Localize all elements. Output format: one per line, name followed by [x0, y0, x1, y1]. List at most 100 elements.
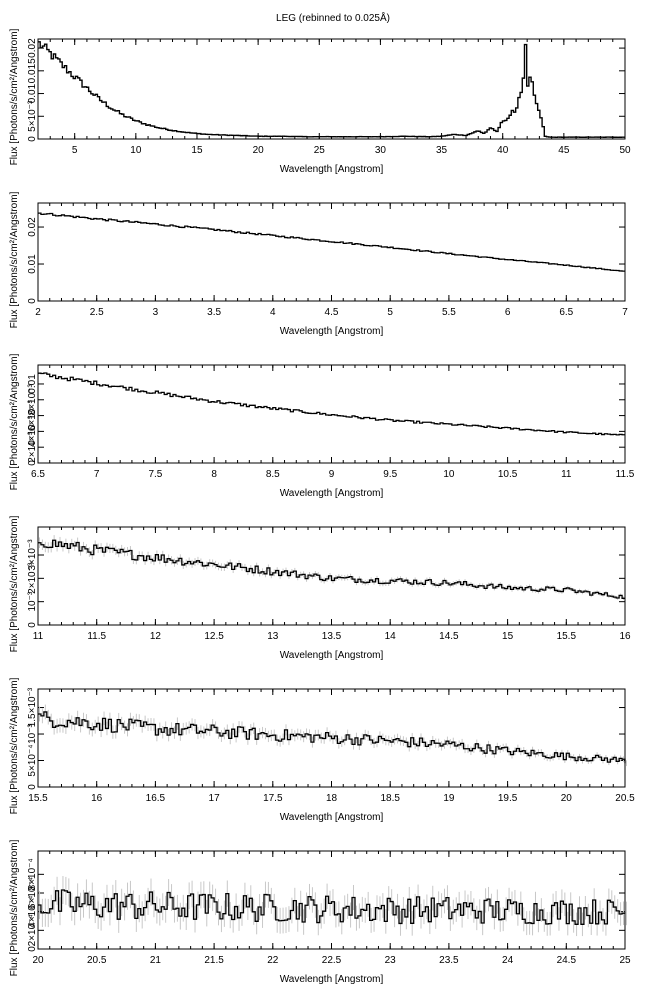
x-tick-label: 14 — [385, 631, 397, 642]
x-axis-label: Wavelength [Angstrom] — [280, 974, 384, 985]
x-tick-label: 22 — [267, 955, 279, 966]
y-tick-label: 2×10⁻³ — [27, 562, 38, 594]
x-tick-label: 45 — [558, 145, 570, 156]
x-tick-label: 23.5 — [439, 955, 459, 966]
y-tick-label: 4×10⁻³ — [27, 415, 38, 447]
y-tick-label: 0 — [27, 136, 38, 142]
x-tick-label: 12 — [150, 631, 162, 642]
x-axis-label: Wavelength [Angstrom] — [280, 164, 384, 175]
x-tick-label: 8 — [211, 469, 217, 480]
x-tick-label: 18 — [326, 793, 338, 804]
y-axis-label: Flux [Photons/s/cm²/Angstrom] — [9, 353, 20, 490]
x-tick-label: 24 — [502, 955, 514, 966]
figure-title: LEG (rebinned to 0.025Å) — [276, 11, 390, 24]
x-tick-label: 20 — [561, 793, 573, 804]
x-tick-label: 50 — [619, 145, 631, 156]
x-tick-label: 40 — [497, 145, 509, 156]
y-tick-label: 0 — [27, 946, 38, 952]
y-tick-label: 6×10⁻³ — [27, 399, 38, 431]
y-tick-label: 0.01 — [27, 83, 38, 103]
panels-container: 5 10 15 20 25 30 35 40 45 5005×10⁻³0.010.0150.02W… — [9, 28, 635, 985]
y-tick-label: 1.5×10⁻³ — [27, 687, 38, 727]
x-tick-label: 12.5 — [204, 631, 224, 642]
x-tick-label: 11 — [561, 469, 572, 480]
y-tick-label: 10⁻³ — [27, 723, 38, 743]
y-tick-label: 0.01 — [27, 254, 38, 274]
x-tick-label: 35 — [436, 145, 448, 156]
x-tick-label: 17.5 — [263, 793, 283, 804]
x-tick-label: 16.5 — [146, 793, 166, 804]
x-tick-label: 6.5 — [559, 307, 573, 318]
y-axis-label: Flux [Photons/s/cm²/Angstrom] — [9, 191, 20, 328]
x-tick-label: 3 — [153, 307, 159, 318]
y-tick-label: 0 — [27, 622, 38, 628]
x-tick-label: 7.5 — [148, 469, 162, 480]
flux-series — [38, 539, 625, 599]
panel-3: 6.5 7 7.5 8 8.5 9 9.5 10 10.5 11 11.5 02×10⁻³4×10⁻³… — [9, 353, 635, 499]
x-tick-label: 19.5 — [498, 793, 518, 804]
x-tick-label: 3.5 — [207, 307, 221, 318]
y-tick-label: 2×10⁻³ — [27, 431, 38, 463]
x-tick-label: 15.5 — [557, 631, 577, 642]
x-tick-label: 2 — [35, 307, 41, 318]
x-tick-label: 25 — [314, 145, 326, 156]
panel-5: 15.5 16 16.5 17 17.5 18 18.5 19 19.5 20 20.5 0 5×10⁻… — [9, 677, 635, 823]
x-tick-label: 15 — [502, 631, 514, 642]
x-tick-label: 5 — [387, 307, 393, 318]
plot-frame — [37, 38, 626, 140]
panel-6: 20 20.5 21 21.5 22 22.5 23 23.5 24 24.5 25 02×10⁻⁴4… — [9, 839, 631, 985]
x-tick-label: 6.5 — [31, 469, 45, 480]
flux-series — [38, 372, 625, 436]
panel-4: 11 11.5 12 12.5 13 13.5 14 14.5 15 15.5 16 0 10⁻³2×1… — [9, 515, 631, 661]
x-tick-label: 25 — [619, 955, 631, 966]
x-tick-label: 10 — [130, 145, 142, 156]
x-tick-label: 11.5 — [87, 631, 106, 642]
y-tick-label: 0.015 — [27, 58, 38, 83]
y-tick-label: 0.01 — [27, 374, 38, 394]
flux-series — [38, 711, 626, 764]
x-tick-label: 15 — [191, 145, 203, 156]
x-tick-label: 14.5 — [439, 631, 459, 642]
x-axis-label: Wavelength [Angstrom] — [280, 650, 384, 661]
x-tick-label: 21 — [150, 955, 162, 966]
x-tick-label: 19 — [443, 793, 455, 804]
x-tick-label: 17 — [209, 793, 221, 804]
x-tick-label: 18.5 — [380, 793, 400, 804]
x-tick-label: 23 — [385, 955, 397, 966]
x-tick-label: 20 — [32, 955, 44, 966]
flux-series — [38, 212, 625, 272]
x-tick-label: 20.5 — [615, 793, 635, 804]
y-tick-label: 0 — [27, 784, 38, 790]
x-tick-label: 16 — [91, 793, 103, 804]
x-tick-label: 10.5 — [498, 469, 518, 480]
y-axis-label: Flux [Photons/s/cm²/Angstrom] — [9, 515, 20, 652]
x-tick-label: 8.5 — [266, 469, 280, 480]
y-tick-label: 6×10⁻⁴ — [27, 877, 38, 909]
y-tick-label: 2×10⁻⁴ — [27, 914, 38, 946]
y-tick-label: 0 — [27, 298, 38, 304]
x-tick-label: 7 — [622, 307, 628, 318]
y-tick-label: 5×10⁻⁴ — [27, 744, 38, 776]
y-tick-label: 10⁻³ — [27, 591, 38, 611]
y-tick-label: 0 — [27, 460, 38, 466]
x-tick-label: 20.5 — [87, 955, 107, 966]
y-tick-label: 8×10⁻⁴ — [27, 858, 38, 890]
x-tick-label: 11 — [33, 631, 44, 642]
x-axis-label: Wavelength [Angstrom] — [280, 488, 384, 499]
y-tick-label: 0.02 — [27, 38, 38, 58]
flux-series — [38, 41, 625, 138]
x-tick-label: 16 — [619, 631, 631, 642]
x-tick-label: 11.5 — [616, 469, 635, 480]
x-tick-label: 5.5 — [442, 307, 456, 318]
y-axis-label: Flux [Photons/s/cm²/Angstrom] — [9, 677, 20, 814]
x-tick-label: 6 — [505, 307, 511, 318]
x-tick-label: 30 — [375, 145, 387, 156]
x-tick-label: 24.5 — [557, 955, 577, 966]
x-tick-label: 15.5 — [28, 793, 48, 804]
x-tick-label: 5 — [72, 145, 78, 156]
x-tick-label: 9 — [329, 469, 335, 480]
y-tick-label: 8×10⁻³ — [27, 384, 38, 416]
x-tick-label: 13 — [267, 631, 279, 642]
